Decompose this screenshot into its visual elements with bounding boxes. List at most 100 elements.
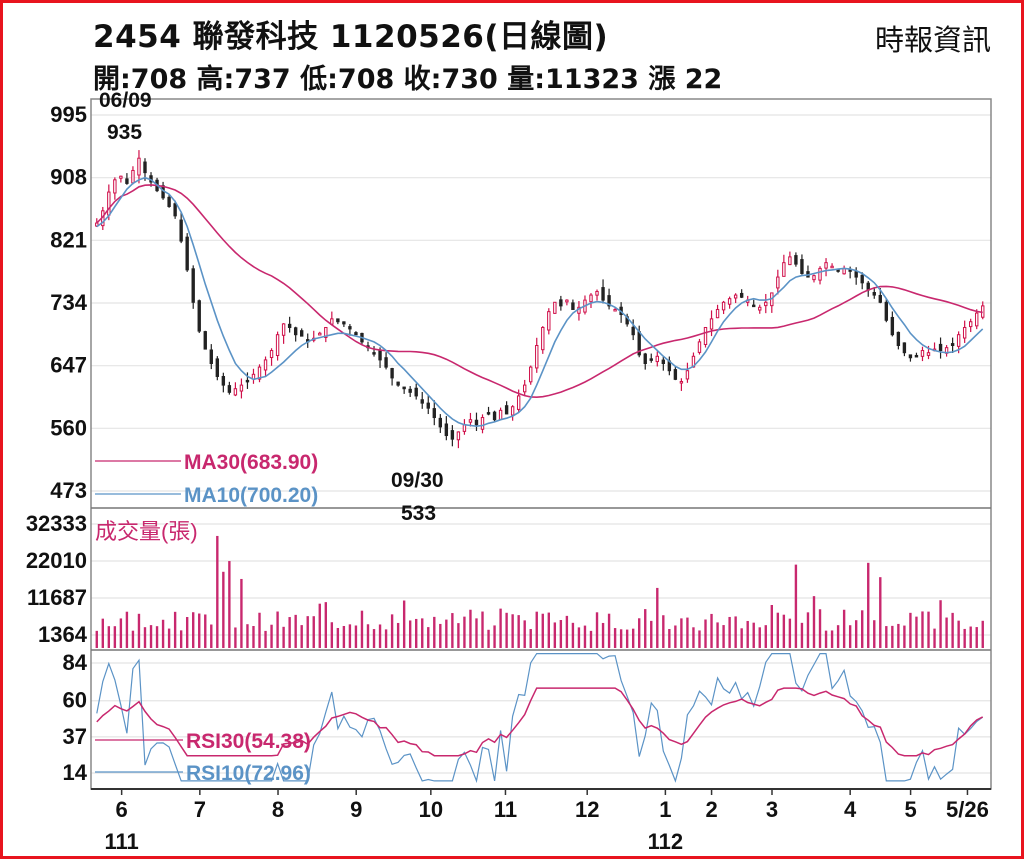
candle-body: [878, 294, 882, 303]
volume-bar: [812, 596, 816, 648]
candle-body: [643, 353, 647, 365]
candle-body: [661, 359, 666, 365]
volume-bar: [493, 625, 496, 648]
candle-body: [607, 295, 611, 307]
volume-bar: [770, 605, 773, 648]
candle-body: [679, 381, 684, 384]
candle-body: [565, 299, 569, 303]
volume-bar: [511, 614, 514, 648]
volume-bar: [559, 620, 563, 648]
candle-body: [553, 301, 557, 314]
volume-bar: [945, 617, 948, 648]
candle-body: [125, 178, 129, 184]
candle-body: [233, 388, 238, 396]
volume-bar: [662, 615, 665, 648]
gridlines: [91, 114, 991, 774]
volume-bar: [951, 612, 954, 648]
month-label: 5: [904, 797, 916, 822]
candle-body: [776, 276, 780, 289]
volume-bar: [782, 614, 786, 648]
candle-body: [293, 327, 298, 336]
volume-bar: [185, 617, 189, 648]
volume-bar: [854, 620, 858, 648]
volume-bar: [873, 620, 876, 648]
ma10-legend-label: MA10(700.20): [184, 484, 318, 507]
candle-body: [420, 399, 424, 404]
candle-body: [938, 343, 943, 352]
volume-bar: [607, 613, 611, 648]
candle-body: [107, 191, 111, 216]
volume-bar: [680, 618, 683, 648]
rsi-tick-label: 14: [63, 760, 88, 785]
volume-bar: [909, 612, 912, 648]
candle-body: [824, 262, 828, 269]
volume-bar: [668, 628, 671, 648]
volume-bar: [264, 630, 267, 648]
volume-bar: [740, 628, 743, 648]
volume-bar: [704, 619, 707, 648]
candle-body: [685, 370, 690, 380]
volume-bar: [439, 623, 442, 648]
volume-bar: [619, 629, 623, 648]
candle-body: [727, 298, 732, 305]
candle-body: [462, 424, 467, 432]
rsi10-line: [96, 652, 984, 784]
volume-bar: [161, 619, 165, 648]
candle-body: [257, 366, 262, 380]
volume-bar: [216, 535, 219, 648]
candle-body: [595, 290, 599, 296]
ma10-line: [96, 176, 984, 428]
rsi-tick-label: 84: [63, 650, 88, 675]
candle-body: [709, 318, 714, 330]
volume-bar: [583, 625, 587, 648]
volume-bar: [210, 624, 213, 648]
volume-bar: [282, 626, 285, 648]
rsi30-legend-label: RSI30(54.38): [186, 730, 311, 753]
candle-body: [197, 300, 201, 332]
volume-tick-label: 32333: [26, 511, 87, 536]
volume-bar: [692, 627, 695, 648]
volume-bar: [969, 626, 972, 648]
candle-body: [137, 157, 141, 176]
volume-bar: [517, 615, 520, 648]
year-label: 111: [105, 829, 139, 854]
volume-bar: [523, 620, 526, 648]
candle-body: [788, 256, 792, 266]
volume-bar: [173, 611, 177, 648]
price-panel: [95, 150, 985, 449]
candle-body: [318, 332, 322, 336]
volume-bar: [481, 611, 484, 648]
candle-body: [348, 326, 352, 330]
candle-body: [860, 274, 864, 284]
candle-body: [721, 301, 726, 311]
month-label: 4: [844, 797, 857, 822]
volume-bar: [589, 630, 593, 648]
month-label: 8: [272, 797, 284, 822]
low-date-label: 09/30: [391, 469, 444, 492]
candle-body: [486, 412, 491, 415]
volume-bar: [734, 616, 737, 648]
price-tick-label: 821: [50, 227, 87, 252]
candle-body: [962, 326, 967, 339]
candle-body: [649, 358, 653, 361]
volume-bar: [294, 614, 297, 648]
candle-body: [324, 326, 328, 338]
volume-tick-label: 11687: [27, 585, 87, 610]
plot-border: [90, 98, 992, 790]
volume-bar: [800, 622, 804, 648]
candle-body: [185, 236, 189, 271]
volume-bar: [776, 612, 780, 648]
year-label: 112: [648, 829, 684, 854]
volume-bar: [119, 618, 123, 648]
volume-bar: [601, 622, 605, 648]
volume-bar: [312, 616, 315, 648]
candle-body: [969, 321, 973, 328]
volume-bar: [336, 627, 340, 648]
volume-bar: [306, 616, 309, 648]
candle-body: [227, 385, 232, 393]
rsi-panel: [96, 652, 984, 784]
volume-bar: [396, 622, 400, 648]
volume-bar: [565, 615, 569, 648]
candle-body: [263, 359, 268, 371]
volume-bar: [204, 614, 207, 648]
